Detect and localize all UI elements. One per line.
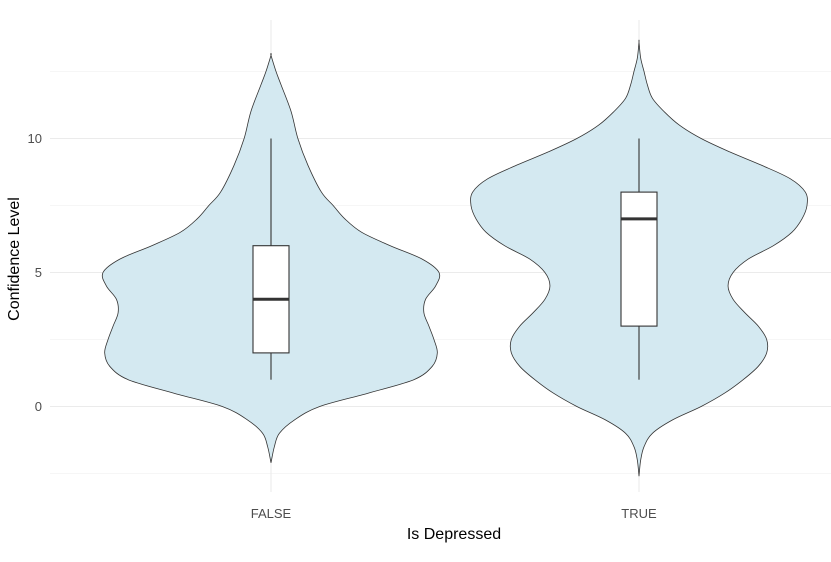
y-axis-ticks: 0 5 10 <box>28 131 42 414</box>
y-tick-label: 0 <box>35 399 42 414</box>
x-tick-label-false: FALSE <box>251 506 292 521</box>
x-tick-label-true: TRUE <box>621 506 657 521</box>
y-tick-label: 5 <box>35 265 42 280</box>
y-axis-title: Confidence Level <box>6 197 23 321</box>
x-axis-title: Is Depressed <box>407 526 501 543</box>
y-tick-label: 10 <box>28 131 42 146</box>
violin-layer <box>102 40 807 476</box>
x-axis-ticks: FALSE TRUE <box>251 506 657 521</box>
box-true <box>621 192 657 326</box>
